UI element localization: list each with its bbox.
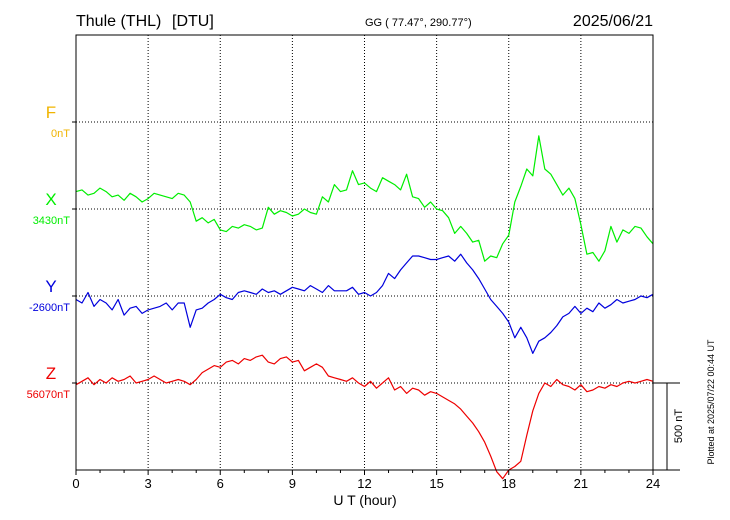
series-line-Y — [75, 253, 654, 354]
series-name-Z: Z — [46, 364, 56, 383]
series-name-F: F — [46, 103, 56, 122]
x-axis: 0 3 6 9 12 15 18 21 24 — [72, 121, 660, 491]
coordinates-label: GG ( 77.47°, 290.77°) — [365, 17, 472, 29]
series-name-X: X — [45, 190, 56, 209]
institute-label: [DTU] — [172, 13, 214, 30]
x-tick-label-3: 3 — [145, 476, 152, 491]
scale-bar-label: 500 nT — [673, 409, 685, 444]
date-label: 2025/06/21 — [573, 13, 653, 30]
series-name-Y: Y — [45, 277, 56, 296]
series-baseline-F: 0nT — [51, 128, 70, 140]
series-baseline-Z: 56070nT — [27, 389, 71, 401]
series-layer — [75, 135, 654, 480]
station-title: Thule (THL) — [76, 13, 161, 30]
series-line-Z — [75, 354, 654, 480]
x-axis-label: U T (hour) — [333, 492, 396, 508]
x-tick-label-21: 21 — [574, 476, 588, 491]
series-baseline-X: 3430nT — [33, 215, 71, 227]
plotted-at-note: Plotted at 2025/07/22 00:44 UT — [706, 339, 716, 465]
scale-bar: 500 nT — [653, 382, 685, 471]
series-line-X — [75, 135, 654, 262]
x-tick-label-6: 6 — [217, 476, 224, 491]
series-labels: F 0nT X 3430nT Y -2600nT Z 56070nT — [27, 103, 71, 401]
x-tick-label-24: 24 — [646, 476, 660, 491]
x-tick-label-9: 9 — [289, 476, 296, 491]
series-baseline-Y: -2600nT — [29, 302, 70, 314]
x-tick-label-15: 15 — [429, 476, 443, 491]
x-tick-label-12: 12 — [357, 476, 371, 491]
x-tick-label-0: 0 — [72, 476, 79, 491]
grid-lines — [76, 35, 653, 470]
x-tick-label-18: 18 — [502, 476, 516, 491]
